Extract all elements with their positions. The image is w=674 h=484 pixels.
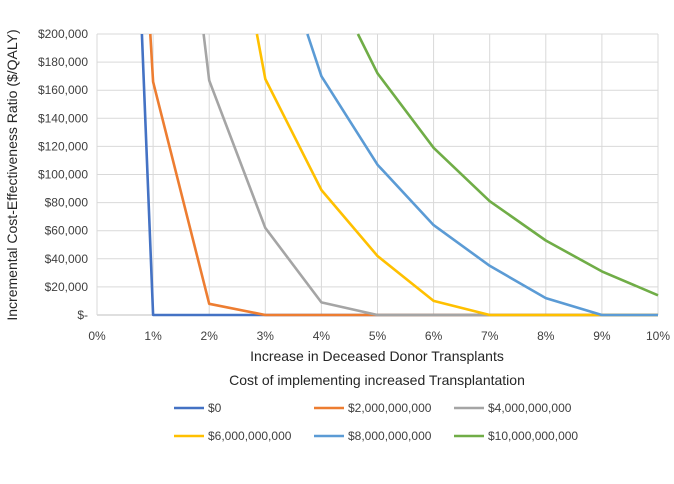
x-tick-label: 1% xyxy=(144,329,162,343)
series-line-4 xyxy=(255,33,658,317)
y-tick-label: $180,000 xyxy=(38,55,88,69)
series-layer xyxy=(140,33,659,317)
series-line-5 xyxy=(306,33,658,317)
y-tick-label: $- xyxy=(77,308,88,322)
y-tick-label: $200,000 xyxy=(38,27,88,41)
legend-label: $6,000,000,000 xyxy=(208,429,292,443)
x-tick-label: 4% xyxy=(313,329,331,343)
legend-label: $4,000,000,000 xyxy=(488,401,572,415)
y-tick-label: $40,000 xyxy=(45,252,89,266)
y-tick-label: $20,000 xyxy=(45,280,89,294)
x-tick-label: 7% xyxy=(481,329,499,343)
y-tick-label: $100,000 xyxy=(38,168,88,182)
series-line-6 xyxy=(356,33,659,297)
x-axis-title: Increase in Deceased Donor Transplants xyxy=(250,348,504,364)
y-tick-label: $160,000 xyxy=(38,83,88,97)
x-tick-label: 0% xyxy=(88,329,106,343)
legend-label: $0 xyxy=(208,401,222,415)
y-tick-label: $140,000 xyxy=(38,111,88,125)
x-tick-label: 9% xyxy=(593,329,611,343)
y-tick-label: $120,000 xyxy=(38,139,88,153)
legend-label: $8,000,000,000 xyxy=(348,429,432,443)
grid-layer xyxy=(96,33,659,316)
legend: $0 $2,000,000,000 $4,000,000,000 $6,000,000… xyxy=(174,401,578,443)
x-tick-label: 3% xyxy=(257,329,275,343)
y-axis-title: Incremental Cost-Effectiveness Ratio ($/… xyxy=(4,29,20,320)
x-tick-label: 10% xyxy=(646,329,670,343)
y-tick-label: $60,000 xyxy=(45,224,89,238)
x-axis-subtitle: Cost of implementing increased Transplan… xyxy=(229,372,525,388)
legend-label: $2,000,000,000 xyxy=(348,401,432,415)
x-tick-label: 5% xyxy=(369,329,387,343)
legend-label: $10,000,000,000 xyxy=(488,429,578,443)
x-tick-label: 2% xyxy=(201,329,219,343)
y-tick-label: $80,000 xyxy=(45,196,89,210)
x-tick-label: 8% xyxy=(537,329,555,343)
label-layer: Incremental Cost-Effectiveness Ratio ($/… xyxy=(4,29,525,388)
x-tick-label: 6% xyxy=(425,329,443,343)
axis-layer: $- $20,000 $40,000 $60,000 $80,000 $100,000 $1… xyxy=(38,27,670,343)
